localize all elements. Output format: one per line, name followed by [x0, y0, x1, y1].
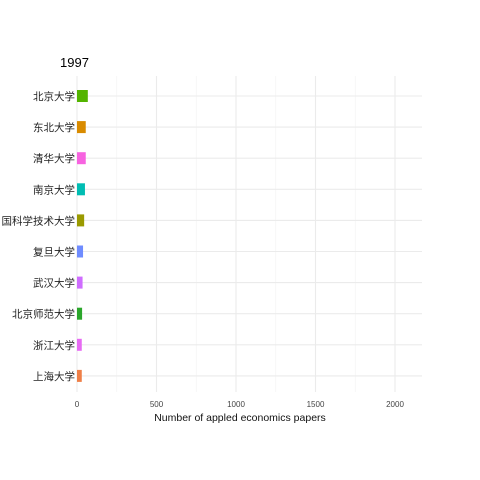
- category-label: 东北大学: [33, 121, 75, 134]
- bar-7: [77, 276, 83, 289]
- x-tick-label: 0: [75, 400, 80, 409]
- category-label: 国科学技术大学: [2, 214, 76, 227]
- bar-10: [77, 369, 82, 382]
- x-axis-ticks: 0 500 1000 1500 2000: [75, 400, 405, 409]
- bar-6: [77, 245, 84, 258]
- bar-1: [77, 90, 88, 102]
- category-label: 上海大学: [33, 370, 75, 383]
- category-labels: 北京大学东北大学清华大学南京大学国科学技术大学复旦大学武汉大学北京师范大学浙江大…: [2, 90, 76, 383]
- bars: [77, 90, 88, 382]
- bar-9: [77, 338, 82, 351]
- x-tick-label: 1500: [307, 400, 325, 409]
- category-label: 复旦大学: [33, 246, 75, 259]
- chart-title: 1997: [60, 55, 89, 70]
- category-label: 北京大学: [33, 90, 75, 103]
- category-label: 浙江大学: [33, 339, 75, 352]
- bar-2: [77, 121, 86, 134]
- x-tick-label: 2000: [386, 400, 404, 409]
- category-label: 清华大学: [33, 152, 75, 165]
- category-label: 南京大学: [33, 183, 75, 196]
- x-axis-label: Number of appled economics papers: [154, 412, 326, 424]
- bar-5: [77, 214, 85, 227]
- bar-3: [77, 152, 86, 165]
- x-tick-label: 500: [150, 400, 164, 409]
- category-label: 武汉大学: [33, 277, 75, 290]
- category-label: 北京师范大学: [12, 308, 75, 321]
- grid: [76, 76, 422, 392]
- x-tick-label: 1000: [227, 400, 245, 409]
- bar-4: [77, 183, 85, 196]
- bar-8: [77, 307, 83, 320]
